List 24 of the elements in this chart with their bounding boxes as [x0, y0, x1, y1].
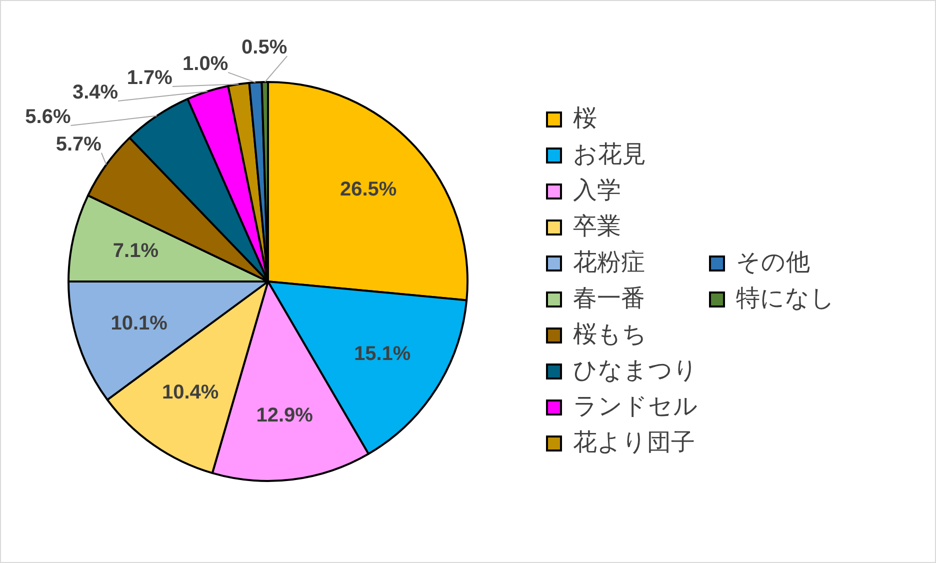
- data-label: 12.9%: [256, 404, 314, 427]
- legend-label: お花見: [573, 141, 646, 168]
- data-label: 26.5%: [340, 178, 397, 201]
- legend-label: ランドセル: [573, 393, 698, 420]
- legend-label: その他: [736, 249, 810, 276]
- data-label: 10.4%: [162, 381, 219, 404]
- data-label: 3.4%: [72, 81, 118, 104]
- data-label: 15.1%: [354, 343, 411, 366]
- legend-label: 花粉症: [573, 249, 645, 276]
- legend-label: 卒業: [573, 213, 621, 240]
- legend-label: 花より団子: [573, 429, 695, 456]
- legend-label: 入学: [573, 177, 621, 204]
- legend-label: ひなまつり: [573, 357, 698, 384]
- data-label: 5.6%: [25, 106, 71, 128]
- legend-label: 春一番: [573, 285, 645, 312]
- data-label: 7.1%: [112, 240, 159, 262]
- data-label: 5.7%: [56, 133, 102, 156]
- data-label: 0.5%: [242, 36, 288, 59]
- data-label: 1.7%: [126, 67, 173, 90]
- legend-label: 桜: [573, 105, 597, 132]
- legend-label: 桜もち: [573, 321, 647, 348]
- data-label: 10.1%: [110, 312, 168, 334]
- data-label: 1.0%: [182, 52, 228, 75]
- legend-label: 特になし: [736, 285, 835, 312]
